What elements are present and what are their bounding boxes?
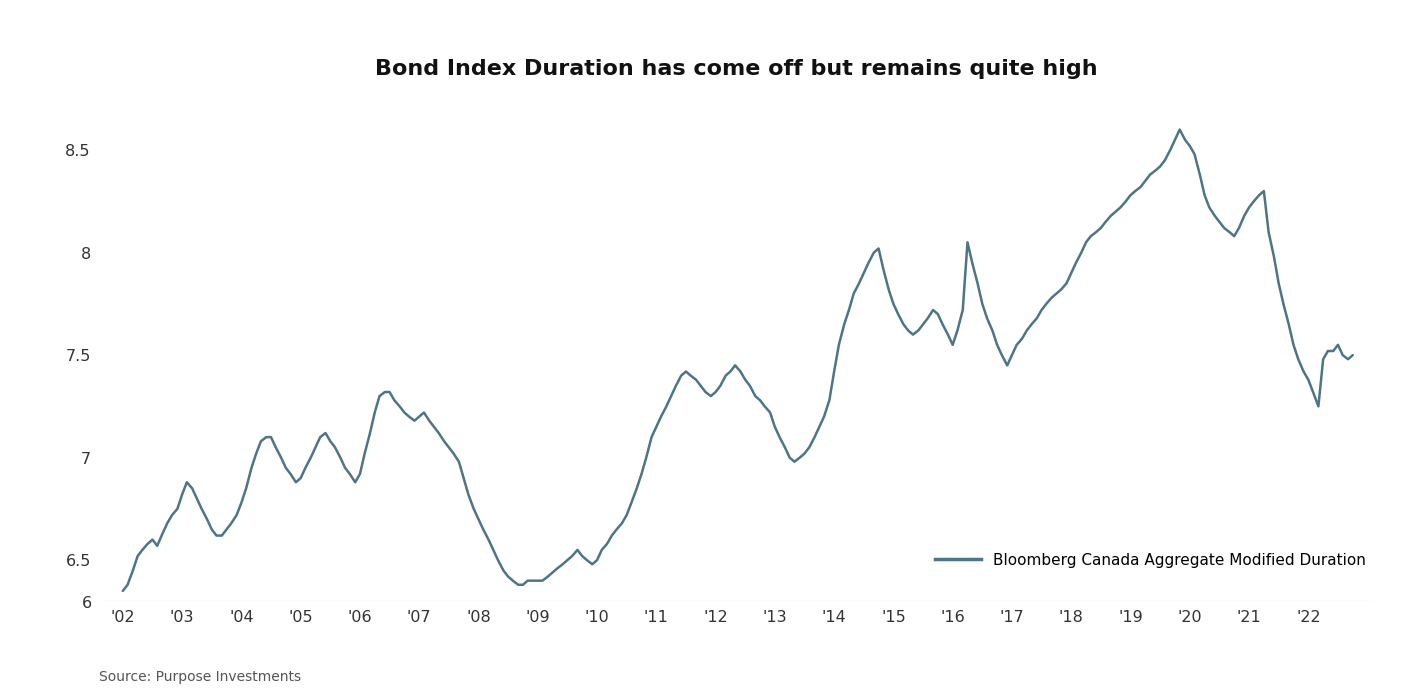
Legend: Bloomberg Canada Aggregate Modified Duration: Bloomberg Canada Aggregate Modified Dura… — [935, 553, 1366, 568]
Text: Source: Purpose Investments: Source: Purpose Investments — [99, 670, 302, 684]
Title: Bond Index Duration has come off but remains quite high: Bond Index Duration has come off but rem… — [375, 59, 1097, 79]
Text: 6: 6 — [82, 596, 92, 612]
